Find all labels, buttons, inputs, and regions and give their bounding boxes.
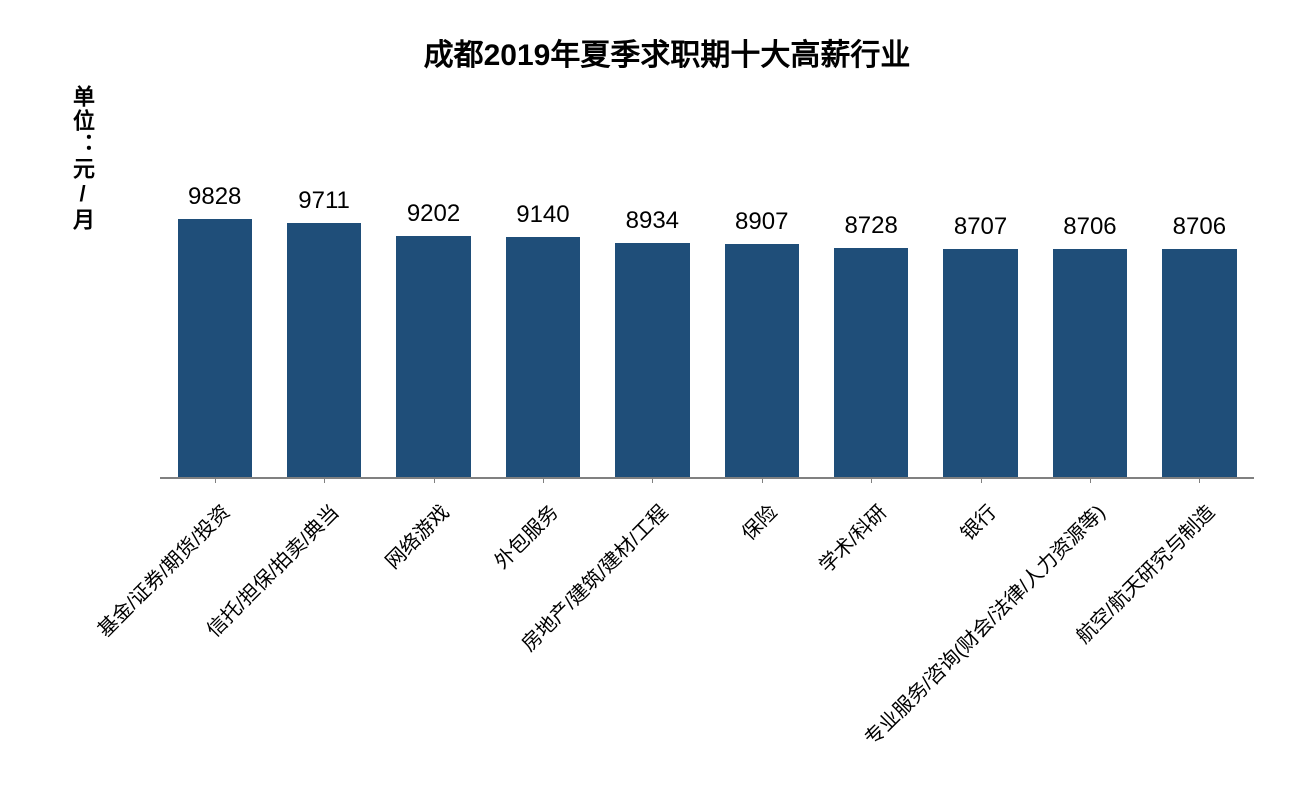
- bar-group: 8728: [816, 99, 925, 477]
- chart-container: 成都2019年夏季求职期十大高薪行业 单位：元/月 9828 9711 9202 91…: [60, 30, 1274, 770]
- axis-tick: [543, 477, 544, 483]
- axis-tick: [215, 477, 216, 483]
- bar: [287, 223, 361, 477]
- axis-tick: [871, 477, 872, 483]
- bar-group: 8706: [1035, 99, 1144, 477]
- bar-group: 9140: [488, 99, 597, 477]
- x-axis-category-label: 外包服务: [486, 497, 563, 574]
- bar-group: 8907: [707, 99, 816, 477]
- bar-value-label: 8706: [1173, 213, 1226, 241]
- bar-value-label: 9828: [188, 183, 241, 211]
- bar-group: 9202: [379, 99, 488, 477]
- chart-plot-area: 9828 9711 9202 9140 8934 8907 8728 8707 8706 8706: [160, 99, 1254, 479]
- y-axis-label: 单位：元/月: [66, 85, 98, 232]
- bar-value-label: 8706: [1063, 213, 1116, 241]
- bar-value-label: 8707: [954, 213, 1007, 241]
- bars-group: 9828 9711 9202 9140 8934 8907 8728 8707 8706 8706: [160, 99, 1254, 477]
- axis-tick: [762, 477, 763, 483]
- bar-value-label: 9202: [407, 200, 460, 228]
- bar-value-label: 8728: [844, 212, 897, 240]
- axis-tick: [981, 477, 982, 483]
- bar-group: 8706: [1145, 99, 1254, 477]
- bar-group: 9711: [269, 99, 378, 477]
- bar-group: 8707: [926, 99, 1035, 477]
- bar: [178, 219, 252, 477]
- x-axis-category-label: 保险: [733, 497, 782, 546]
- bar: [943, 249, 1017, 477]
- axis-tick: [434, 477, 435, 483]
- bar-group: 9828: [160, 99, 269, 477]
- bar: [834, 248, 908, 477]
- x-axis-category-label: 网络游戏: [377, 497, 454, 574]
- axis-tick: [652, 477, 653, 483]
- bar: [615, 243, 689, 477]
- bar-value-label: 9140: [516, 201, 569, 229]
- bar: [396, 236, 470, 477]
- bar: [1162, 249, 1236, 477]
- chart-title: 成都2019年夏季求职期十大高薪行业: [60, 30, 1274, 74]
- bar-value-label: 8907: [735, 208, 788, 236]
- bar-value-label: 8934: [626, 207, 679, 235]
- bar: [725, 244, 799, 477]
- x-axis-category-label: 银行: [952, 497, 1001, 546]
- bar: [1053, 249, 1127, 477]
- axis-tick: [1199, 477, 1200, 483]
- bar: [506, 237, 580, 477]
- axis-tick: [324, 477, 325, 483]
- bar-group: 8934: [598, 99, 707, 477]
- axis-tick: [1090, 477, 1091, 483]
- x-axis-category-label: 学术/科研: [811, 497, 892, 578]
- bar-value-label: 9711: [298, 187, 350, 215]
